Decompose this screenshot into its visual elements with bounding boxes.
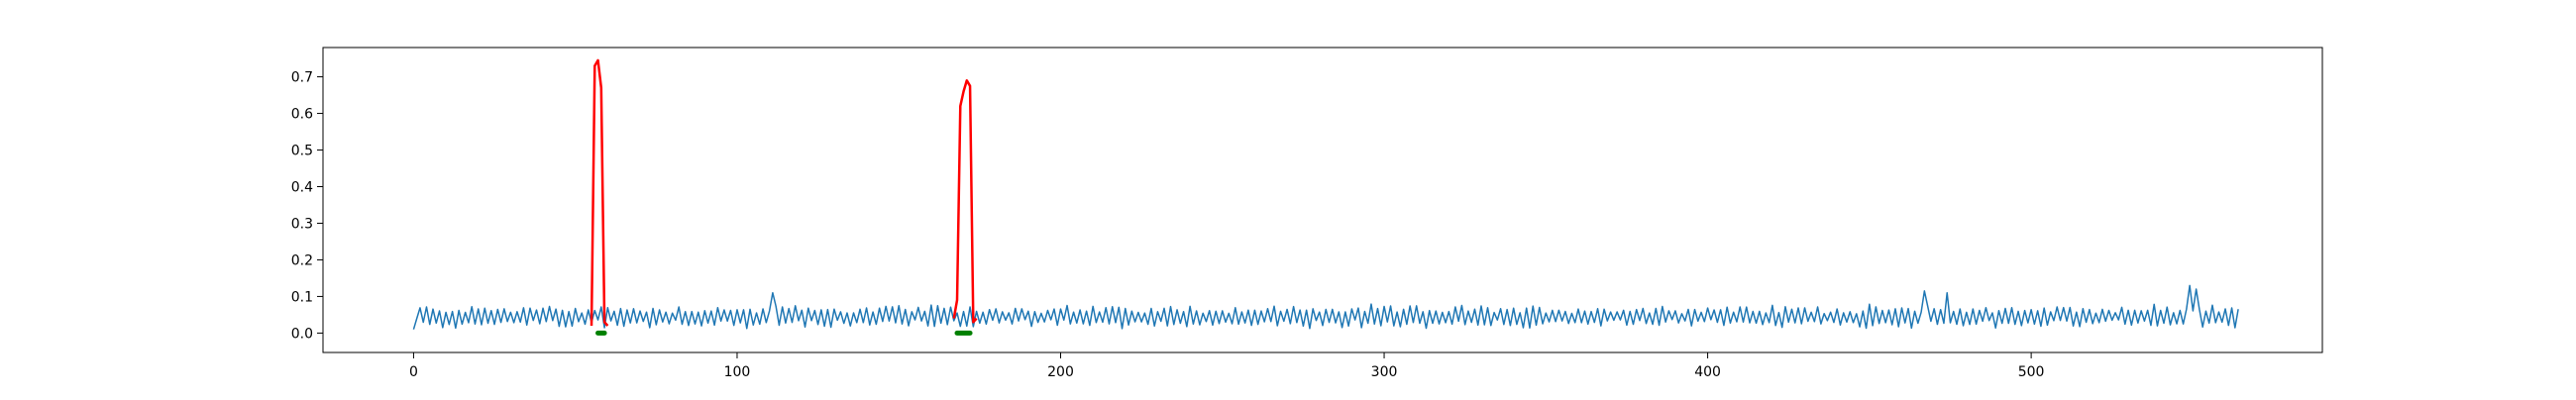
x-tick-label: 100 xyxy=(724,364,751,380)
y-tick-label: 0.7 xyxy=(291,70,313,86)
baseline-series-line xyxy=(412,284,2239,330)
x-axis: 0 100 200 300 400 500 xyxy=(409,352,2045,380)
plot-frame xyxy=(322,47,2323,353)
y-tick-label: 0.0 xyxy=(291,326,313,342)
y-tick-label: 0.6 xyxy=(291,107,313,123)
x-tick-label: 500 xyxy=(2018,364,2045,380)
x-tick-label: 400 xyxy=(1694,364,1721,380)
y-axis: 0.0 0.1 0.2 0.3 0.4 0.5 0.6 0.7 xyxy=(291,70,323,342)
x-tick-label: 300 xyxy=(1371,364,1398,380)
y-tick-label: 0.3 xyxy=(291,216,313,232)
y-tick-label: 0.2 xyxy=(291,252,313,268)
series-layer xyxy=(412,58,2239,336)
x-tick-label: 0 xyxy=(409,364,418,380)
x-tick-label: 200 xyxy=(1047,364,1074,380)
y-tick-label: 0.5 xyxy=(291,144,313,159)
y-tick-label: 0.1 xyxy=(291,289,313,305)
anomaly-series-line xyxy=(590,58,609,327)
y-tick-label: 0.4 xyxy=(291,180,313,196)
anomaly-series-line xyxy=(952,79,978,324)
